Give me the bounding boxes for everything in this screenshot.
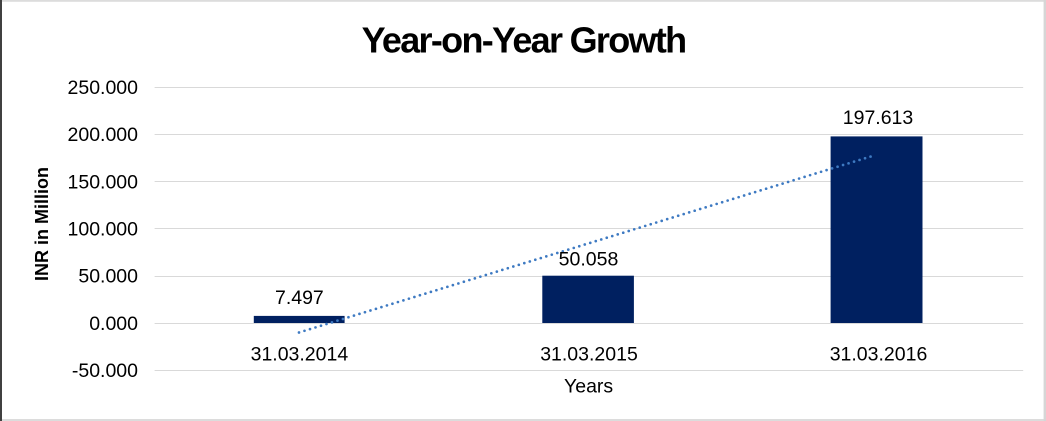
svg-text:50.058: 50.058 (559, 249, 619, 271)
svg-text:150.000: 150.000 (68, 171, 139, 193)
svg-text:31.03.2016: 31.03.2016 (830, 343, 928, 365)
svg-text:7.497: 7.497 (275, 287, 324, 309)
svg-text:INR in Million: INR in Million (32, 167, 52, 281)
svg-text:31.03.2014: 31.03.2014 (251, 343, 349, 365)
svg-text:250.000: 250.000 (68, 77, 139, 99)
svg-text:-50.000: -50.000 (72, 360, 138, 382)
svg-text:Years: Years (564, 375, 613, 397)
svg-text:Year-on-Year Growth: Year-on-Year Growth (362, 20, 686, 61)
svg-text:50.000: 50.000 (78, 266, 138, 288)
svg-text:100.000: 100.000 (68, 219, 139, 241)
svg-text:200.000: 200.000 (68, 124, 139, 146)
svg-text:197.613: 197.613 (843, 107, 914, 129)
svg-text:0.000: 0.000 (89, 313, 138, 335)
svg-text:31.03.2015: 31.03.2015 (540, 343, 638, 365)
